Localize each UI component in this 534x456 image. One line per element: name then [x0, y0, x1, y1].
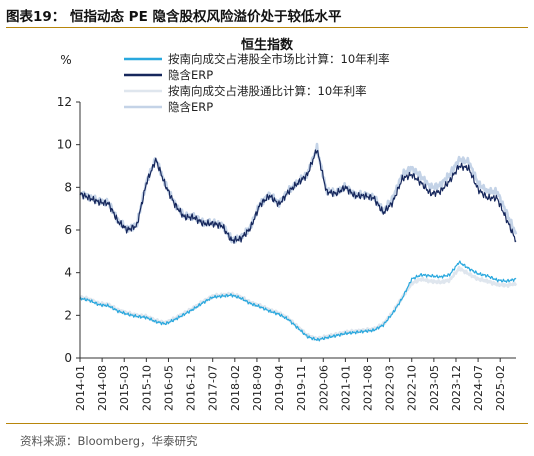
series-line-1	[79, 149, 517, 244]
y-tick-label: 2	[64, 308, 72, 322]
series-line-3	[78, 142, 518, 244]
legend-label-2: 按南向成交占港股通比计算：10年利率	[168, 84, 367, 98]
x-tick-label: 2016-12	[185, 365, 198, 411]
x-tick-label: 2023-05	[428, 365, 441, 411]
y-tick-label: 8	[64, 180, 72, 194]
figure-title: 图表19： 恒指动态 PE 隐含股权风险溢价处于较低水平	[6, 9, 342, 25]
x-tick-label: 2018-09	[251, 365, 264, 411]
x-tick-label: 2016-05	[162, 365, 175, 411]
x-tick-label: 2014-01	[74, 365, 87, 411]
series-line-0	[79, 260, 517, 342]
legend-label-1: 隐含ERP	[168, 68, 213, 82]
y-tick-label: 10	[57, 138, 72, 152]
x-tick-label: 2019-04	[273, 365, 286, 411]
source-note: 资料来源：Bloomberg，华泰研究	[20, 434, 198, 448]
x-tick-label: 2022-10	[406, 365, 419, 411]
x-tick-label: 2015-10	[140, 365, 153, 411]
x-tick-label: 2018-02	[229, 365, 242, 411]
y-tick-label: 6	[64, 223, 72, 237]
x-tick-label: 2022-03	[384, 365, 397, 411]
y-tick-label: 4	[64, 266, 72, 280]
bottom-rule	[6, 423, 528, 424]
x-tick-label: 2020-06	[317, 365, 330, 411]
x-tick-label: 2023-12	[450, 365, 463, 411]
x-tick-label: 2021-08	[362, 365, 375, 411]
legend-label-0: 按南向成交占港股全市场比计算：10年利率	[168, 52, 390, 66]
x-tick-label: 2014-08	[96, 365, 109, 411]
chart-title: 恒生指数	[241, 37, 294, 53]
x-tick-label: 2021-01	[339, 365, 352, 411]
axes: 0 2 4 6 8 10 12 2014-01 2014-08 2015-03 2015-10 201…	[57, 95, 516, 411]
top-rule	[6, 27, 528, 28]
y-axis-label: %	[60, 53, 71, 67]
legend-label-3: 隐含ERP	[168, 100, 213, 114]
x-tick-label: 2015-03	[118, 365, 131, 411]
x-tick-label: 2019-11	[295, 365, 308, 411]
x-tick-label: 2025-02	[494, 365, 507, 411]
y-tick-label: 0	[64, 351, 72, 365]
x-tick-label: 2017-07	[207, 365, 220, 411]
x-tick-label: 2024-07	[472, 365, 485, 411]
y-tick-label: 12	[57, 95, 72, 109]
series-layer	[78, 142, 518, 342]
